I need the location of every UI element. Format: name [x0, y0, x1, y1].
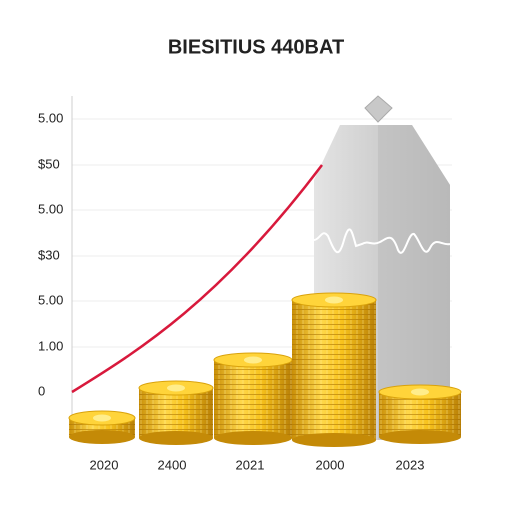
y-label: 5.00	[38, 201, 63, 216]
coin-emboss	[244, 356, 262, 364]
coin-emboss	[411, 388, 429, 396]
grid	[72, 118, 452, 348]
x-label: 2023	[396, 457, 425, 472]
coin-ridges	[139, 388, 213, 438]
coin-ridges	[292, 300, 376, 440]
y-label: 5.00	[38, 110, 63, 125]
coin-bottom	[69, 430, 135, 444]
coin-stack	[138, 380, 214, 445]
coin-bottom	[379, 430, 461, 444]
coin-emboss	[167, 384, 185, 392]
coin-stack	[213, 352, 293, 445]
y-label: $30	[38, 247, 60, 262]
y-label: $50	[38, 156, 60, 171]
tower-cap	[364, 95, 393, 123]
coin-emboss	[325, 296, 343, 304]
coin-bottom	[139, 431, 213, 445]
title: BIESITIUS 440BAT	[168, 36, 344, 58]
x-label: 2000	[316, 457, 345, 472]
coin-bottom	[292, 433, 376, 447]
tower-side	[378, 125, 450, 440]
coin-stacks	[68, 292, 462, 447]
coin-stack	[68, 410, 136, 444]
y-label: 5.00	[38, 292, 63, 307]
coin-stack	[291, 292, 377, 447]
coin-bottom	[214, 431, 292, 445]
tower-wave	[313, 228, 451, 254]
x-label: 2021	[236, 457, 265, 472]
trend-curve	[71, 164, 323, 394]
coin-stack	[378, 384, 462, 444]
y-label: 1.00	[38, 338, 63, 353]
x-label: 2020	[90, 457, 119, 472]
y-label: 0	[38, 383, 45, 398]
x-label: 2400	[158, 457, 187, 472]
coin-ridges	[214, 360, 292, 438]
coin-emboss	[93, 414, 111, 422]
